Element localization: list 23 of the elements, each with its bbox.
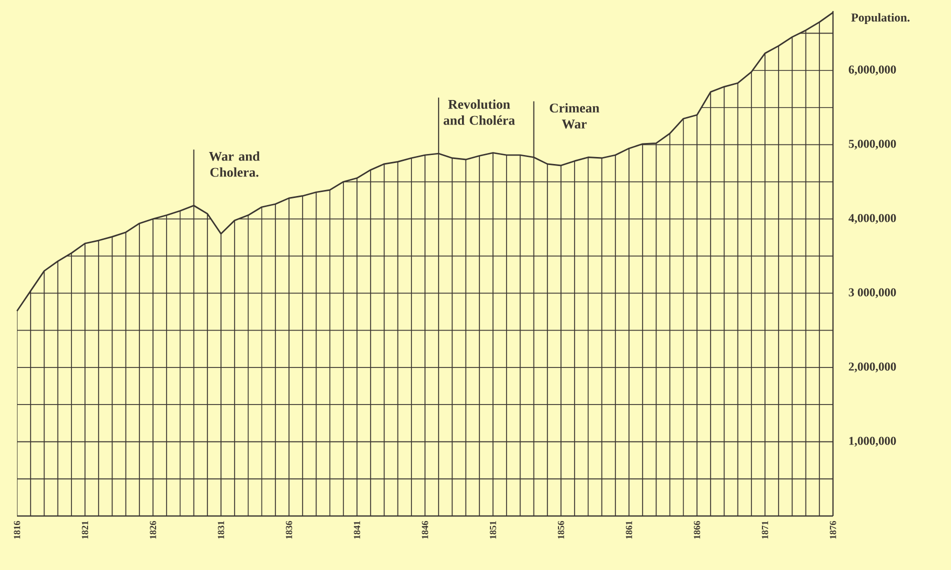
y-tick-label: 6,000,000 bbox=[848, 65, 896, 76]
x-tick-label: 1841 bbox=[354, 521, 360, 539]
x-tick-label: 1856 bbox=[558, 520, 564, 539]
x-tick-label: 1836 bbox=[286, 520, 292, 539]
x-tick-label: 1861 bbox=[626, 521, 632, 539]
x-tick-label: 1876 bbox=[830, 520, 836, 539]
x-tick-label: 1831 bbox=[218, 521, 224, 539]
annotation: Revolution and Choléra bbox=[444, 99, 515, 125]
annotation: War and Cholera. bbox=[208, 151, 260, 177]
x-tick-label: 1871 bbox=[762, 521, 768, 539]
x-tick-label: 1846 bbox=[422, 520, 428, 539]
y-tick-label: 4,000,000 bbox=[848, 214, 896, 224]
y-tick-label: 5,000,000 bbox=[848, 140, 896, 150]
y-tick-label: 2,000,000 bbox=[848, 362, 896, 372]
x-tick-label: 1851 bbox=[490, 521, 496, 539]
x-tick-label: 1821 bbox=[82, 521, 88, 539]
annotation: Crimean War bbox=[550, 103, 600, 129]
x-tick-label: 1816 bbox=[14, 520, 20, 539]
y-tick-label: 1,000,000 bbox=[849, 436, 896, 447]
x-tick-label: 1826 bbox=[150, 520, 156, 539]
x-tick-label: 1866 bbox=[694, 520, 700, 539]
y-tick-label: 3 000,000 bbox=[848, 288, 896, 298]
y-axis-title: Population. bbox=[851, 13, 910, 24]
